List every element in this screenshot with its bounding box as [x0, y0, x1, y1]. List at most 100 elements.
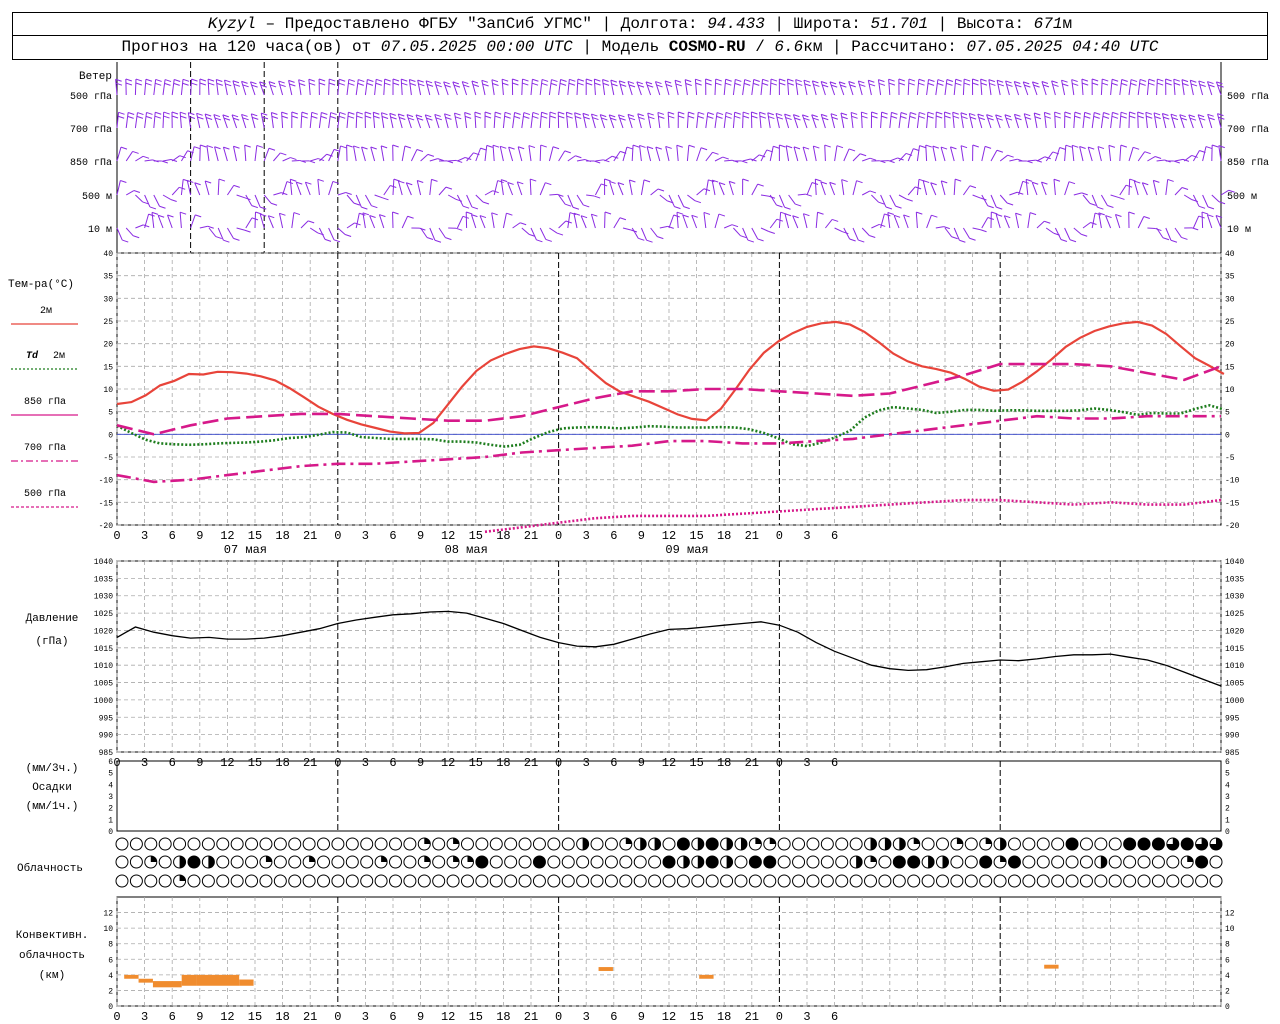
precip-ytick-right: 3 [1225, 793, 1230, 802]
wind-barb-feather [703, 211, 711, 215]
wind-barb [723, 112, 727, 129]
wind-barb-feather [520, 222, 527, 226]
cloud-symbol [475, 874, 489, 888]
wind-barb [677, 194, 685, 207]
wind-barb-feather [308, 78, 316, 82]
wind-barb-feather [1084, 115, 1091, 119]
wind-barb-feather [767, 112, 774, 116]
cloud-symbol [259, 874, 273, 888]
wind-barb [224, 79, 228, 96]
wind-barb [475, 194, 484, 203]
wind-barb [659, 225, 668, 229]
wind-barb [714, 213, 720, 229]
wind-barb [116, 147, 122, 162]
temp-ytick-right: 10 [1225, 386, 1235, 395]
wind-barb [1031, 81, 1038, 96]
wind-barb-feather [1101, 82, 1109, 86]
wind-barb-feather [820, 81, 828, 84]
wind-barb [907, 112, 911, 129]
wind-barb [500, 179, 504, 196]
cloud-symbol [936, 837, 949, 851]
wind-barb [380, 145, 385, 162]
wind-barb-feather [339, 111, 346, 115]
wind-barb-feather [665, 84, 673, 87]
wind-barb [194, 182, 201, 196]
wind-barb [1073, 227, 1082, 235]
wind-barb-feather [903, 214, 910, 218]
wind-barb-feather [135, 82, 142, 86]
wind-barb [852, 180, 858, 196]
wind-barb-feather [770, 78, 778, 82]
wind-barb-feather [918, 82, 925, 86]
wind-barb [420, 227, 428, 238]
wind-barb-feather [431, 178, 438, 182]
temp-ytick-left: -10 [99, 477, 114, 486]
wind-barb-feather [1191, 154, 1198, 158]
wind-barb-feather [1144, 151, 1151, 155]
wind-barb-feather [1173, 82, 1181, 86]
wind-barb [548, 79, 552, 96]
wind-barb-feather [145, 78, 153, 82]
wind-barb-feather [573, 212, 581, 216]
wind-barb-feather [532, 78, 539, 82]
wind-barb [657, 112, 661, 129]
wind-barb-feather [667, 111, 675, 115]
wind-barb-feather [725, 115, 732, 119]
wind-barb [378, 214, 385, 229]
wind-barb [1051, 80, 1056, 96]
cloud-symbol [1022, 855, 1036, 869]
wind-barb-feather [705, 78, 712, 82]
wind-barb [278, 80, 284, 96]
wind-barb [204, 113, 210, 129]
wind-barb [977, 114, 983, 129]
pressure-line [116, 610, 1222, 687]
cloud-fill [697, 856, 704, 868]
cloud-symbol [705, 855, 719, 869]
temp-hour-label: 12 [662, 529, 676, 543]
convective-ytick-left: 0 [108, 1003, 113, 1012]
wind-barb-feather [569, 78, 576, 82]
wind-barb-feather [1207, 113, 1214, 117]
wind-barb [622, 146, 628, 162]
wind-barb-feather [655, 146, 662, 150]
longitude-value: 94.433 [707, 15, 765, 33]
cloud-symbol [288, 874, 302, 888]
wind-barb-feather [508, 146, 515, 150]
wind-barb [1081, 79, 1084, 96]
legend-label-0: 2м [40, 306, 52, 317]
wind-barb [1192, 194, 1200, 207]
wind-barb-feather [446, 160, 454, 164]
cloud-symbol [576, 855, 590, 869]
latitude-value: 51.701 [870, 15, 929, 33]
wind-barb-feather [647, 84, 654, 88]
wind-barb [179, 112, 182, 129]
wind-barb [981, 194, 989, 206]
wind-barb-feather [1107, 205, 1114, 209]
wind-barb-feather [988, 79, 996, 83]
wind-barb-feather [216, 78, 223, 82]
wind-barb [1009, 158, 1018, 162]
wind-barb-feather [577, 82, 584, 86]
cloud-symbol [806, 874, 820, 888]
wind-barb-feather [379, 214, 386, 218]
wind-barb [926, 112, 929, 129]
wind-level-label-right: 10 м [1227, 225, 1251, 236]
cloud-symbol [345, 855, 359, 869]
wind-barb-feather [504, 111, 512, 115]
wind-barb-feather [1153, 179, 1160, 183]
wind-barb [420, 154, 429, 162]
wind-barb [1015, 213, 1020, 229]
wind-barb-feather [244, 144, 251, 148]
pressure-ytick-left: 990 [99, 732, 114, 741]
wind-barb [1087, 147, 1093, 162]
wind-barb-feather [977, 113, 984, 117]
wind-barb [574, 112, 578, 129]
wind-barb-feather [1102, 78, 1109, 82]
cloud-symbol [1022, 837, 1036, 851]
wind-barb-feather [1201, 211, 1209, 215]
wind-barb-feather [787, 78, 794, 82]
wind-barb-feather [491, 212, 498, 216]
wind-barb [1110, 79, 1113, 96]
wind-barb-feather [861, 111, 868, 115]
wind-barb-feather [541, 115, 548, 119]
